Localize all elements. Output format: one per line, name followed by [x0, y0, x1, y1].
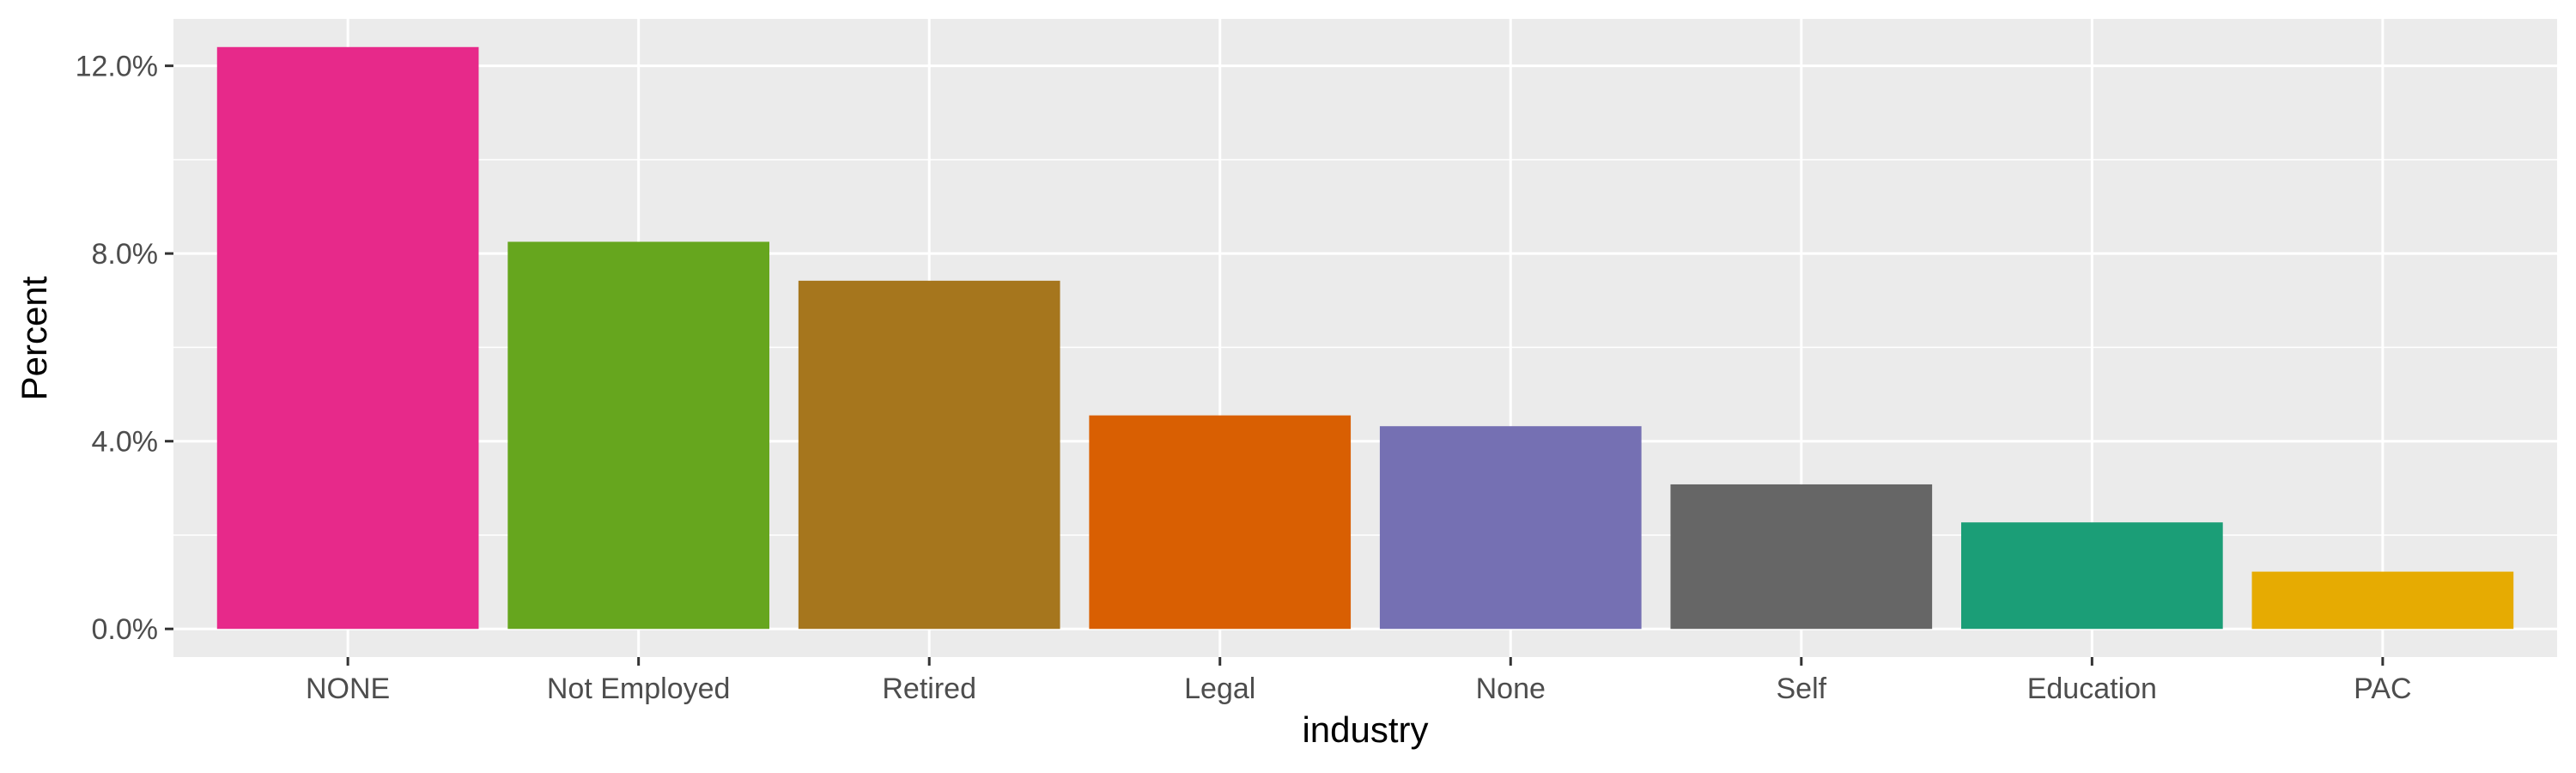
x-tick-label: PAC [2354, 673, 2411, 705]
bar [1089, 415, 1352, 630]
x-tick-label: Self [1777, 673, 1827, 705]
bars [216, 46, 2514, 630]
bar [1670, 484, 1933, 630]
bar [798, 280, 1060, 630]
x-axis-title: industry [1302, 709, 1428, 750]
x-tick-label: Legal [1184, 673, 1255, 705]
bar [216, 46, 479, 630]
x-axis: NONE Not Employed Retired Legal None Self Educ… [306, 657, 2412, 705]
y-tick-label: 8.0% [92, 238, 159, 271]
y-tick-label: 4.0% [92, 426, 159, 459]
y-axis-title: Percent [14, 276, 54, 400]
bar [2251, 571, 2514, 630]
x-tick-label: Not Employed [547, 673, 731, 705]
x-tick-label: NONE [306, 673, 390, 705]
bar [507, 241, 769, 630]
y-tick-label: 0.0% [92, 613, 159, 646]
x-tick-label: None [1476, 673, 1546, 705]
bar [1961, 522, 2223, 630]
y-tick-label: 12.0% [76, 51, 158, 83]
x-tick-label: Retired [882, 673, 976, 705]
y-axis: 0.0% 4.0% 8.0% 12.0% [76, 51, 173, 646]
bar [1379, 426, 1642, 630]
x-tick-label: Education [2027, 673, 2157, 705]
